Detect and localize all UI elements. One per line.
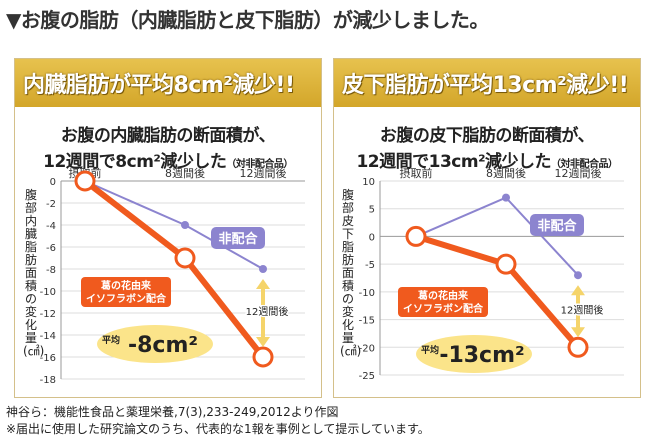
visceral-fat-chart-panel: 内臓脂肪が平均8cm²減少!! お腹の内臓脂肪の断面積が、 12週間で8cm²減… bbox=[14, 58, 322, 398]
y-tick-label: -20 bbox=[359, 343, 375, 354]
y-tick-label: -16 bbox=[40, 353, 56, 364]
visceral-subtitle-note: （対非配合品） bbox=[226, 159, 293, 170]
y-tick-label: 5 bbox=[369, 205, 375, 216]
subcutaneous-banner bbox=[334, 59, 640, 107]
visceral-chart-svg: 0-2-4-6-8-10-12-14-16-18摂取前8週間後12週間後12週間… bbox=[40, 166, 305, 386]
x-tick-label: 12週間後 bbox=[240, 166, 287, 180]
non-formulated-tag bbox=[530, 214, 584, 236]
subcutaneous-subtitle-note: （対非配合品） bbox=[551, 159, 618, 170]
y-tick-label: -10 bbox=[40, 287, 56, 298]
average-prefix: 平均 bbox=[421, 344, 439, 356]
y-tick-label: -5 bbox=[365, 260, 375, 271]
formulated-tag bbox=[81, 277, 171, 307]
visceral-banner-text: 内臓脂肪が平均8cm²減少!! bbox=[23, 73, 295, 98]
data-point-formulated bbox=[405, 225, 427, 247]
y-tick-label: -25 bbox=[359, 371, 375, 382]
data-point-non-formulated bbox=[259, 265, 267, 273]
x-tick-label: 8週間後 bbox=[486, 166, 526, 180]
x-tick-label: 8週間後 bbox=[165, 166, 205, 180]
formulated-label-line: イソフラボン配合 bbox=[403, 302, 484, 315]
subcutaneous-subtitle-main: 12週間で13cm²減少した bbox=[356, 152, 552, 172]
x-tick-label: 12週間後 bbox=[555, 166, 602, 180]
period-label: 12週間後 bbox=[561, 303, 604, 316]
average-badge bbox=[97, 325, 213, 363]
visceral-subtitle-line2: 12週間で8cm²減少した（対非配合品） bbox=[15, 147, 321, 172]
y-tick-label: -8 bbox=[46, 265, 56, 276]
footer-citation: 神谷ら：機能性食品と薬理栄養,7(3),233-249,2012より作図 bbox=[6, 405, 339, 419]
visceral-subtitle-line1: お腹の内臓脂肪の断面積が、 bbox=[60, 126, 276, 146]
y-tick-label: -4 bbox=[46, 221, 56, 232]
average-value: -13cm² bbox=[439, 343, 524, 368]
data-point-formulated bbox=[567, 336, 589, 358]
y-tick-label: -2 bbox=[46, 199, 56, 210]
subcutaneous-subtitle-line1: お腹の皮下脂肪の断面積が、 bbox=[379, 126, 595, 146]
y-tick-label: -12 bbox=[40, 309, 56, 320]
y-tick-label: 0 bbox=[369, 232, 375, 243]
y-tick-label: -15 bbox=[359, 316, 375, 327]
formulated-tag bbox=[398, 287, 488, 317]
non-formulated-label: 非配合 bbox=[537, 218, 577, 234]
non-formulated-label: 非配合 bbox=[218, 231, 258, 247]
data-point-non-formulated bbox=[502, 193, 510, 202]
data-point-non-formulated bbox=[574, 271, 582, 280]
visceral-subtitle-main: 12週間で8cm²減少した bbox=[43, 152, 227, 172]
data-point-formulated bbox=[495, 253, 517, 275]
data-point-formulated bbox=[174, 247, 196, 269]
y-tick-label: -18 bbox=[40, 375, 56, 386]
formulated-label-line: 葛の花由来 bbox=[417, 289, 469, 302]
formulated-label-line: イソフラボン配合 bbox=[86, 292, 167, 305]
visceral-banner bbox=[15, 59, 321, 107]
y-tick-label: 10 bbox=[362, 177, 375, 188]
y-tick-label: -6 bbox=[46, 243, 56, 254]
page-heading: ▼お腹の脂肪（内臓脂肪と皮下脂肪）が減少しました。 bbox=[6, 8, 489, 32]
arrow-head-down bbox=[571, 327, 585, 338]
average-prefix: 平均 bbox=[102, 334, 120, 346]
x-tick-label: 摂取前 bbox=[400, 166, 433, 180]
arrow-head-down bbox=[256, 337, 270, 347]
formulated-label-line: 葛の花由来 bbox=[100, 279, 152, 292]
period-label: 12週間後 bbox=[246, 305, 289, 318]
y-tick-label: -10 bbox=[359, 288, 375, 299]
arrow-head-up bbox=[571, 285, 585, 296]
subcutaneous-fat-chart-panel: 皮下脂肪が平均13cm²減少!! お腹の皮下脂肪の断面積が、 12週間で13cm… bbox=[333, 58, 641, 398]
subcutaneous-banner-text: 皮下脂肪が平均13cm²減少!! bbox=[342, 73, 629, 98]
subcutaneous-subtitle-line2: 12週間で13cm²減少した（対非配合品） bbox=[334, 147, 640, 172]
data-point-non-formulated bbox=[181, 221, 189, 229]
average-value: -8cm² bbox=[128, 333, 198, 358]
average-badge bbox=[416, 335, 532, 373]
data-point-formulated bbox=[252, 346, 274, 368]
non-formulated-tag bbox=[211, 227, 265, 249]
y-tick-label: -14 bbox=[40, 331, 56, 342]
footer-note: ※届出に使用した研究論文のうち、代表的な1報を事例として提示しています。 bbox=[6, 422, 430, 436]
y-tick-label: 0 bbox=[50, 177, 56, 188]
arrow-head-up bbox=[256, 279, 270, 289]
data-point-formulated bbox=[74, 170, 96, 192]
